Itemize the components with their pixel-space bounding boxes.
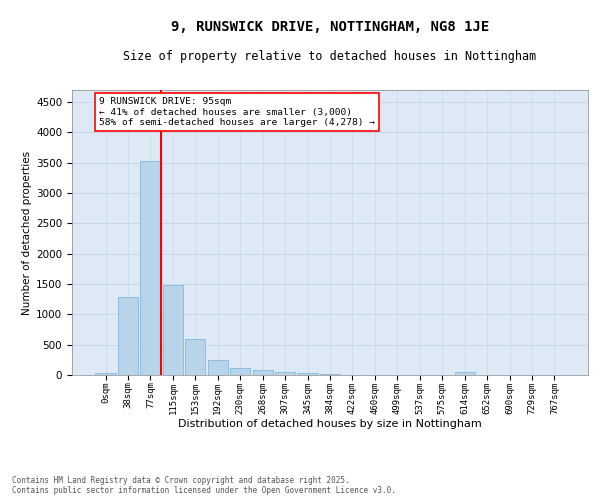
Bar	[298, 373, 317, 375]
Bar	[275, 372, 295, 375]
Text: 9, RUNSWICK DRIVE, NOTTINGHAM, NG8 1JE: 9, RUNSWICK DRIVE, NOTTINGHAM, NG8 1JE	[171, 20, 489, 34]
Bar	[140, 161, 161, 375]
Bar	[163, 284, 183, 375]
Y-axis label: Number of detached properties: Number of detached properties	[22, 150, 32, 314]
X-axis label: Distribution of detached houses by size in Nottingham: Distribution of detached houses by size …	[178, 419, 482, 429]
Bar	[320, 374, 340, 375]
Text: Contains HM Land Registry data © Crown copyright and database right 2025.
Contai: Contains HM Land Registry data © Crown c…	[12, 476, 396, 495]
Text: 9 RUNSWICK DRIVE: 95sqm
← 41% of detached houses are smaller (3,000)
58% of semi: 9 RUNSWICK DRIVE: 95sqm ← 41% of detache…	[99, 98, 375, 127]
Text: Size of property relative to detached houses in Nottingham: Size of property relative to detached ho…	[124, 50, 536, 63]
Bar	[118, 298, 138, 375]
Bar	[455, 372, 475, 375]
Bar	[95, 373, 116, 375]
Bar	[208, 360, 228, 375]
Bar	[230, 368, 250, 375]
Bar	[253, 370, 273, 375]
Bar	[185, 339, 205, 375]
